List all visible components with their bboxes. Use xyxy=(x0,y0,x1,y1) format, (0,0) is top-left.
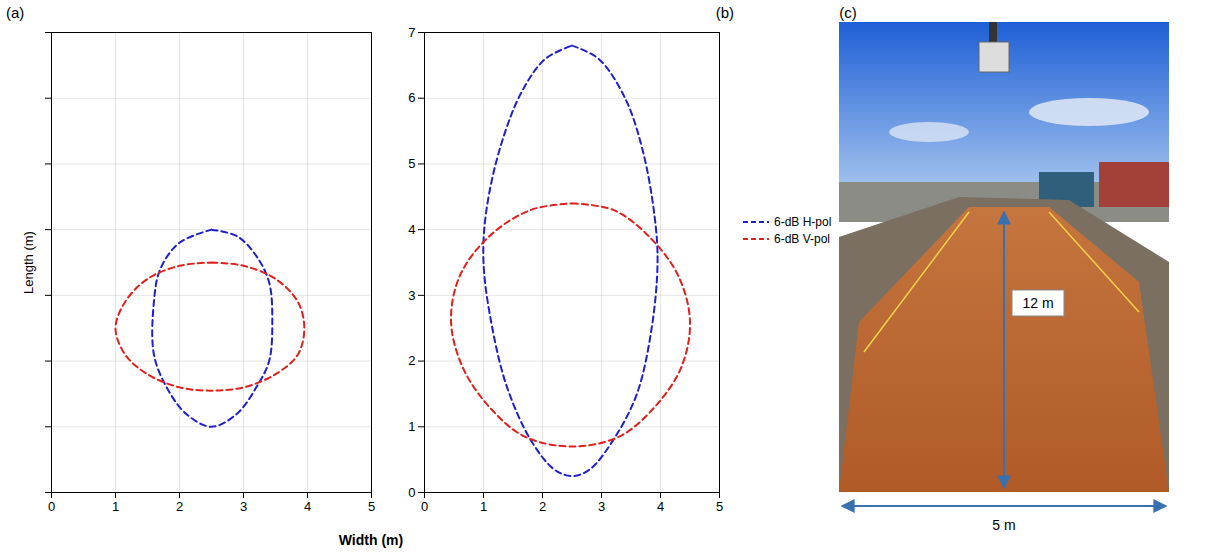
html-text:6-dB V-pol: 6-dB V-pol xyxy=(774,232,830,246)
svg-text:5: 5 xyxy=(368,499,375,514)
svg-text:1: 1 xyxy=(112,499,119,514)
svg-text:1: 1 xyxy=(408,419,415,434)
svg-text:4: 4 xyxy=(304,499,311,514)
html-text:Width (m): Width (m) xyxy=(338,532,404,548)
svg-text:12 m: 12 m xyxy=(1023,295,1054,311)
html-text:(c): (c) xyxy=(839,4,857,21)
svg-text:0: 0 xyxy=(48,499,55,514)
svg-text:2: 2 xyxy=(176,499,183,514)
svg-text:1: 1 xyxy=(480,499,487,514)
svg-text:2: 2 xyxy=(539,499,546,514)
svg-text:0: 0 xyxy=(408,485,415,500)
html-text:(b): (b) xyxy=(715,4,734,21)
svg-text:6: 6 xyxy=(408,90,415,105)
svg-text:7: 7 xyxy=(408,25,415,40)
svg-text:4: 4 xyxy=(408,222,415,237)
svg-text:4: 4 xyxy=(657,499,664,514)
svg-text:5: 5 xyxy=(408,156,415,171)
svg-text:0: 0 xyxy=(421,499,428,514)
html-text:(a): (a) xyxy=(6,4,25,21)
svg-text:Length (m): Length (m) xyxy=(21,231,36,294)
svg-text:5 m: 5 m xyxy=(993,517,1016,533)
svg-text:5: 5 xyxy=(716,499,723,514)
svg-text:3: 3 xyxy=(408,288,415,303)
svg-text:3: 3 xyxy=(598,499,605,514)
svg-text:2: 2 xyxy=(408,353,415,368)
svg-text:3: 3 xyxy=(240,499,247,514)
html-text:6-dB H-pol: 6-dB H-pol xyxy=(774,215,832,229)
